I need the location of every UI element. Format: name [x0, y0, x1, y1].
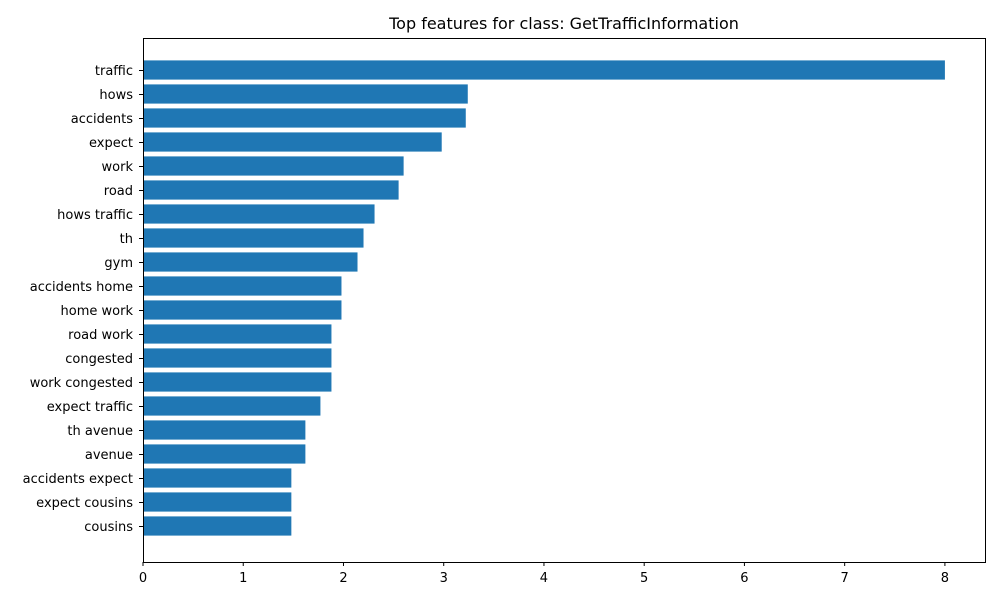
bar: [143, 276, 342, 296]
y-tick-label: expect cousins: [36, 496, 133, 511]
x-tick-label: 1: [239, 571, 247, 586]
y-tick-label: expect traffic: [47, 400, 133, 415]
y-tick-label: expect: [89, 136, 133, 151]
y-tick-label: accidents home: [30, 280, 133, 295]
x-tick-label: 7: [841, 571, 849, 586]
bar: [143, 132, 442, 152]
bar: [143, 84, 468, 104]
y-tick-label: th: [120, 232, 133, 247]
bar: [143, 324, 332, 344]
x-tick-label: 4: [540, 571, 548, 586]
y-tick-label: hows traffic: [57, 208, 133, 223]
bars-group: [143, 60, 945, 536]
y-tick-label: accidents expect: [23, 472, 133, 487]
x-axis: 0 1 2 3 4 5 6 7 8: [139, 562, 949, 586]
bar: [143, 108, 466, 128]
y-tick-label: work: [102, 160, 134, 175]
x-tick-label: 5: [640, 571, 648, 586]
bar: [143, 396, 321, 416]
bar: [143, 60, 945, 80]
bar: [143, 228, 364, 248]
bar: [143, 492, 292, 512]
bar: [143, 252, 358, 272]
y-tick-label: road work: [68, 328, 133, 343]
y-tick-label: accidents: [71, 112, 133, 127]
y-tick-label: work congested: [30, 376, 133, 391]
chart-title: Top features for class: GetTrafficInform…: [388, 14, 739, 33]
y-tick-label: cousins: [84, 520, 133, 535]
x-tick-label: 0: [139, 571, 147, 586]
bar: [143, 372, 332, 392]
x-tick-label: 8: [941, 571, 949, 586]
bar: [143, 420, 306, 440]
bar: [143, 204, 375, 224]
plot-frame: [143, 38, 986, 563]
bar: [143, 156, 404, 176]
y-tick-label: road: [104, 184, 133, 199]
bar: [143, 348, 332, 368]
y-tick-label: traffic: [95, 64, 133, 79]
y-axis: traffic hows accidents expect work road hows t…: [23, 64, 143, 535]
x-tick-label: 3: [440, 571, 448, 586]
bar: [143, 300, 342, 320]
bar: [143, 468, 292, 488]
y-tick-label: avenue: [85, 448, 133, 463]
y-tick-label: home work: [61, 304, 134, 319]
bar: [143, 516, 292, 536]
bar: [143, 444, 306, 464]
y-tick-label: gym: [104, 256, 133, 271]
y-tick-label: th avenue: [67, 424, 133, 439]
bar: [143, 180, 399, 200]
y-tick-label: hows: [99, 88, 133, 103]
y-tick-label: congested: [65, 352, 133, 367]
x-tick-label: 6: [740, 571, 748, 586]
x-tick-label: 2: [339, 571, 347, 586]
